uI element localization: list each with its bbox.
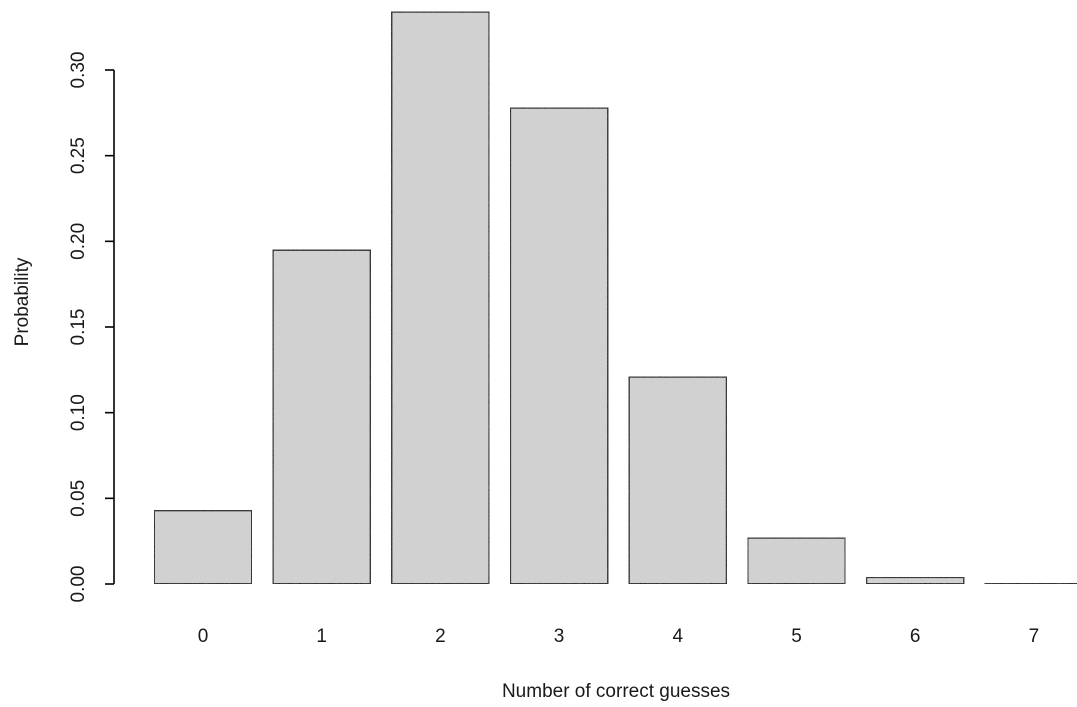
bar-5: [746, 536, 847, 586]
x-tick-label: 2: [435, 626, 446, 647]
y-axis-label: Probability: [12, 257, 33, 346]
y-tick-label: 0.10: [68, 394, 89, 431]
bar-1: [271, 248, 372, 585]
bars-group: [153, 10, 1077, 586]
x-tick-label: 5: [791, 626, 802, 647]
x-tick-label: 0: [198, 626, 209, 647]
x-tick-label: 4: [673, 626, 684, 647]
y-tick-label: 0.30: [68, 52, 89, 89]
y-axis: 0.00 0.05 0.10 0.15 0.20 0.25 0.30: [68, 52, 115, 603]
bar-0: [153, 509, 253, 585]
x-axis-label: Number of correct guesses: [502, 681, 730, 702]
x-tick-label: 1: [316, 626, 327, 647]
bar-4: [627, 375, 728, 586]
y-tick-label: 0.00: [68, 566, 89, 603]
x-tick-label: 3: [554, 626, 565, 647]
y-tick-label: 0.20: [68, 223, 89, 260]
x-tick-label: 6: [910, 626, 921, 647]
y-tick-label: 0.15: [68, 309, 89, 346]
bar-7: [983, 582, 1077, 586]
x-tick-labels: 0 1 2 3 4 5 6 7: [198, 626, 1039, 647]
y-tick-label: 0.05: [68, 480, 89, 517]
bar-6: [865, 576, 966, 585]
bar-3: [509, 106, 610, 585]
x-tick-label: 7: [1029, 626, 1040, 647]
bar-2: [390, 10, 491, 585]
y-tick-label: 0.25: [68, 137, 89, 174]
